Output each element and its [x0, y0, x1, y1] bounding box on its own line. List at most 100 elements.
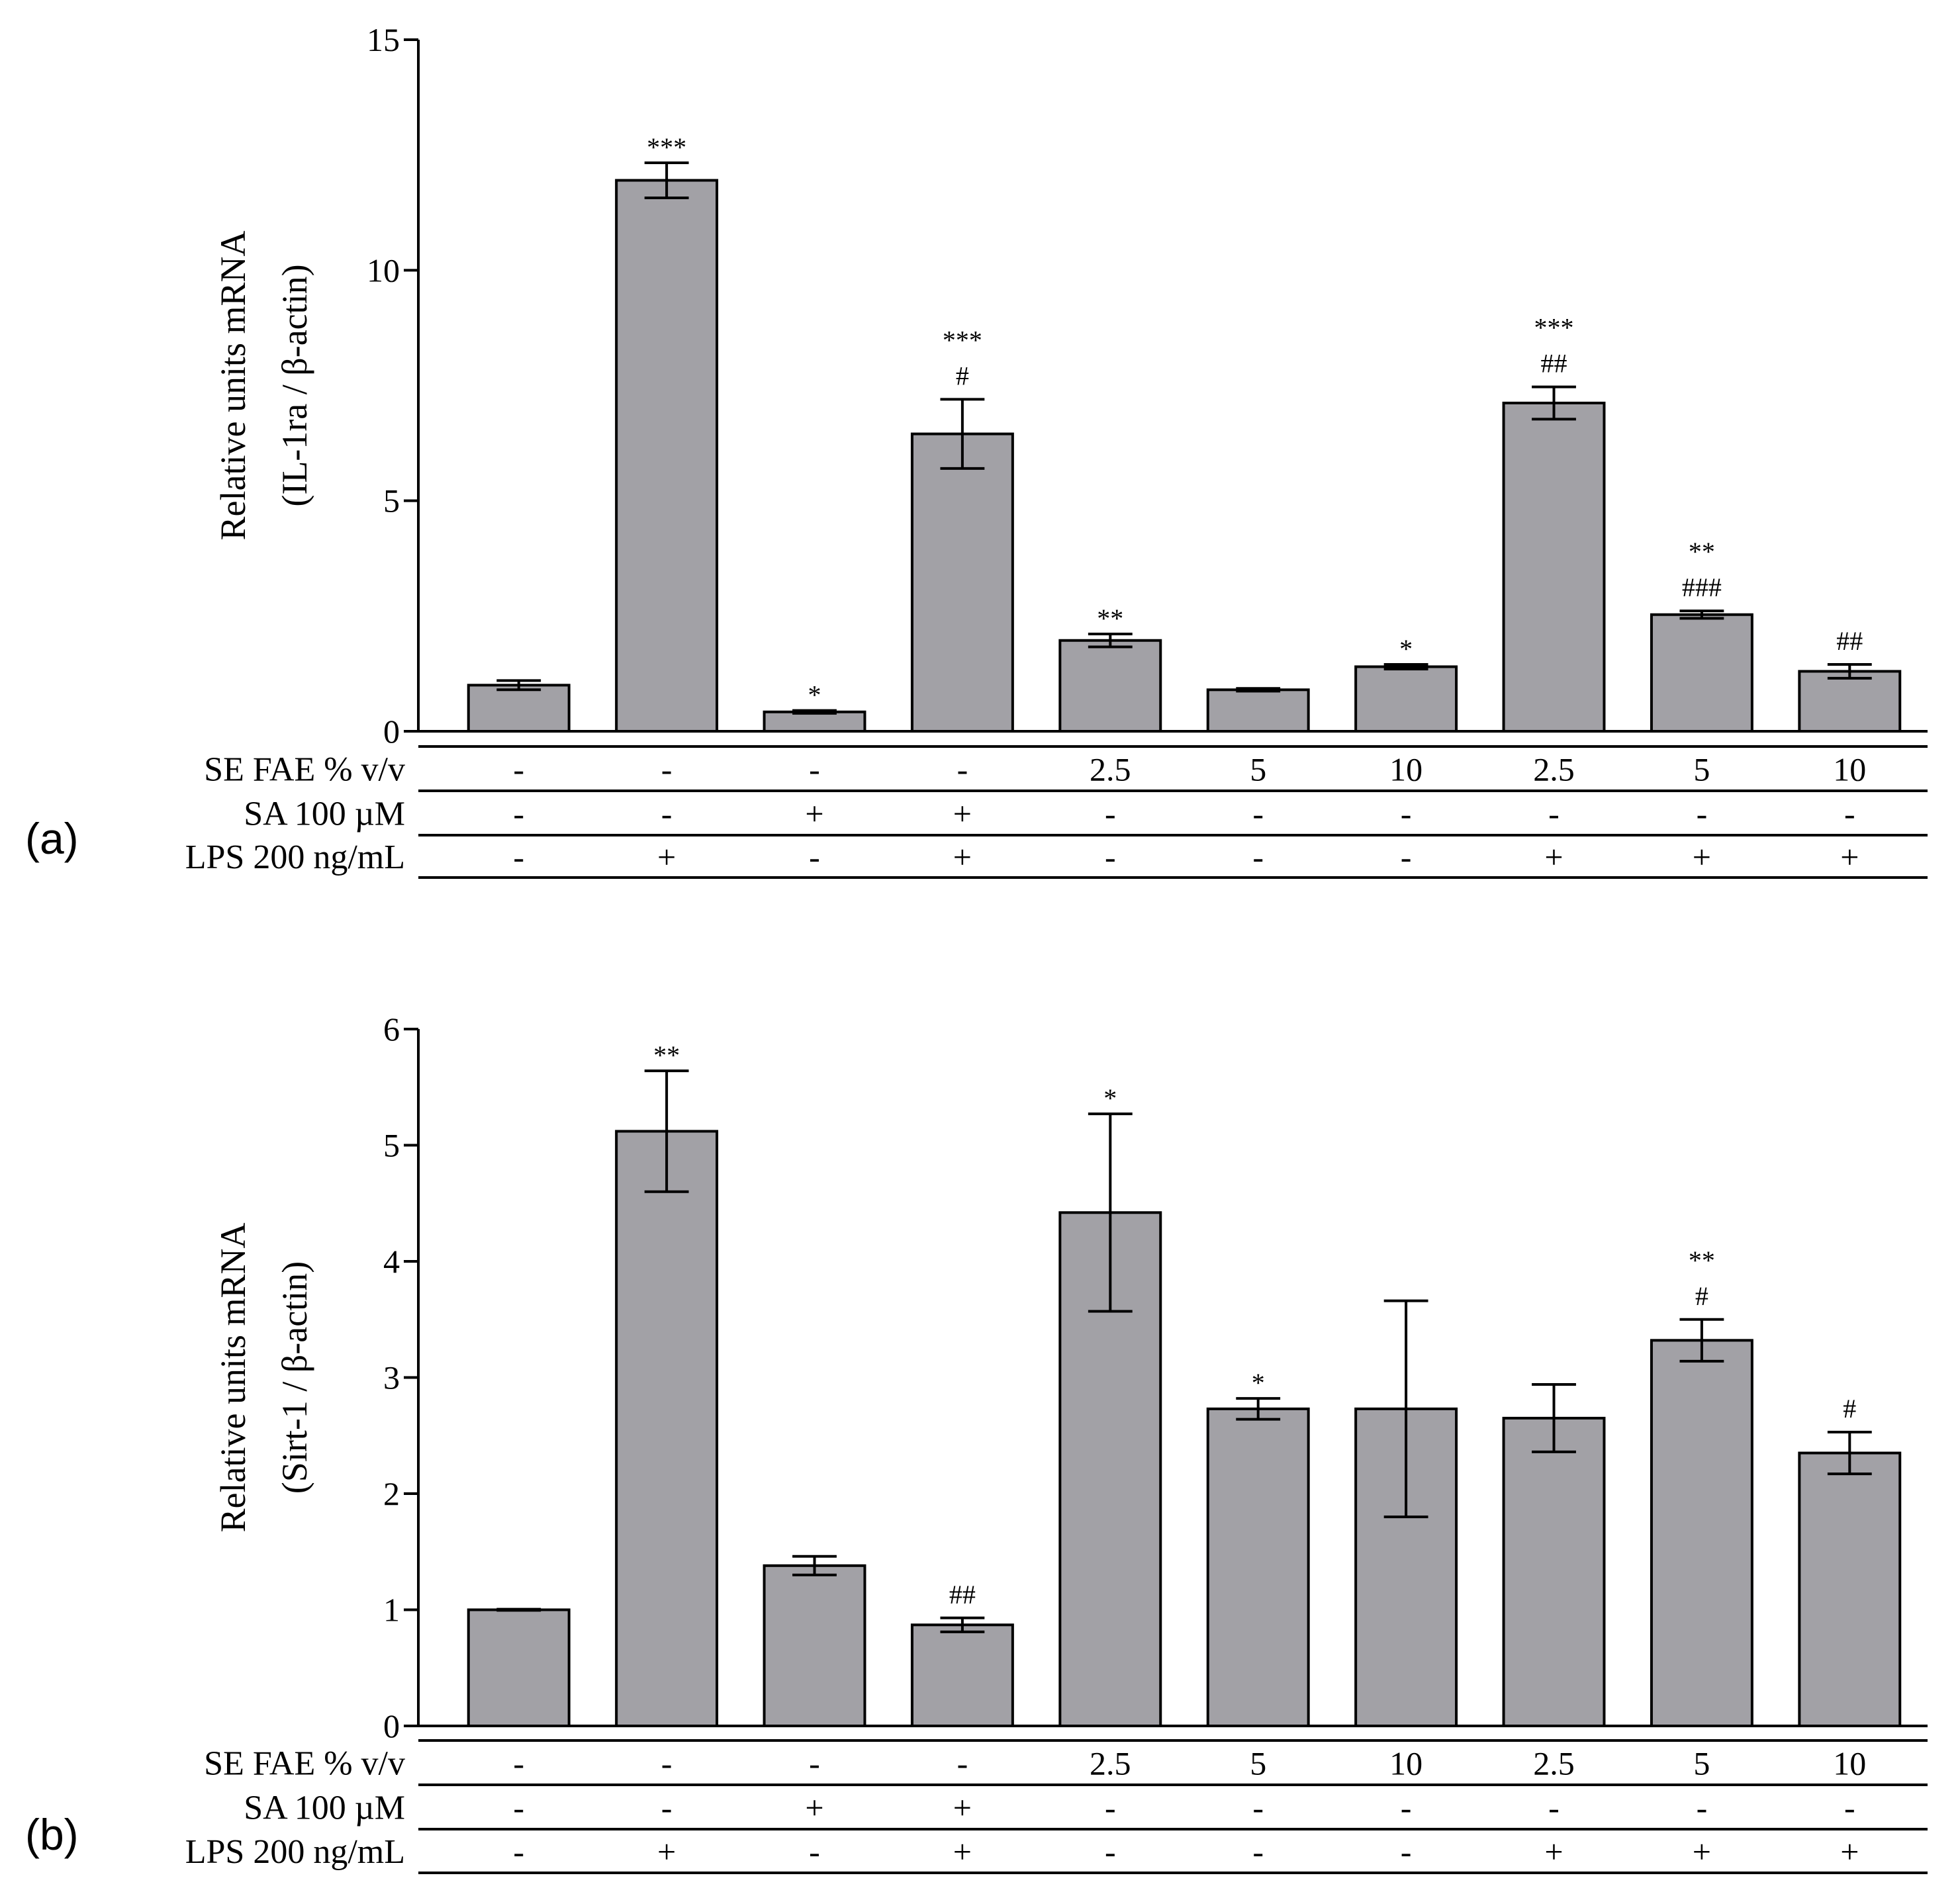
- significance-vs-lps: ##: [949, 1580, 976, 1609]
- bar: [1206, 1407, 1310, 1727]
- y-tick-label: 4: [383, 1243, 400, 1280]
- y-axis-label-line-2: (IL-1ra / β-actin): [275, 264, 314, 506]
- condition-cell: -: [513, 1789, 524, 1827]
- condition-cell: +: [1693, 1833, 1711, 1870]
- condition-cell: 10: [1389, 1745, 1423, 1782]
- condition-cell: +: [953, 1833, 972, 1870]
- bar: [910, 432, 1014, 733]
- condition-cell: 10: [1833, 751, 1866, 788]
- condition-cell: -: [1401, 1789, 1412, 1827]
- y-axis-label-line-1: Relative units mRNA: [213, 231, 253, 541]
- y-tick-label: 15: [367, 21, 400, 58]
- condition-cell: -: [1401, 838, 1412, 876]
- significance-vs-control: **: [1689, 1245, 1715, 1275]
- significance-vs-control: *: [808, 680, 821, 710]
- y-tick-label: 0: [383, 1707, 400, 1744]
- bar: [1502, 401, 1606, 733]
- significance-vs-control: ***: [943, 325, 982, 355]
- condition-cell: 10: [1833, 1745, 1866, 1782]
- condition-cell: -: [1252, 838, 1264, 876]
- condition-cell: -: [513, 1745, 524, 1782]
- y-tick-label: 3: [383, 1359, 400, 1396]
- condition-cell: 2.5: [1090, 1745, 1131, 1782]
- bar: [1354, 665, 1458, 733]
- condition-cell: +: [1840, 838, 1859, 876]
- condition-cell: -: [1697, 795, 1708, 833]
- significance-vs-lps: ###: [1682, 572, 1722, 602]
- condition-cell: 10: [1389, 751, 1423, 788]
- bar: [1798, 670, 1902, 733]
- condition-cell: -: [1105, 1789, 1116, 1827]
- condition-cell: -: [661, 1789, 673, 1827]
- bar: [1650, 613, 1753, 733]
- condition-cell: -: [809, 751, 820, 788]
- significance-vs-lps: #: [1695, 1281, 1708, 1311]
- condition-cell: -: [1401, 1833, 1412, 1870]
- bar: [763, 1564, 866, 1728]
- significance-vs-control: *: [1399, 634, 1413, 664]
- significance-vs-control: **: [1689, 537, 1715, 566]
- condition-cell: -: [1252, 1789, 1264, 1827]
- condition-cell: -: [513, 838, 524, 876]
- condition-row-label: SE FAE % v/v: [204, 1745, 405, 1783]
- condition-row-label: SA 100 µM: [244, 1789, 405, 1827]
- bar: [1058, 639, 1162, 733]
- condition-cell: -: [661, 751, 673, 788]
- condition-cell: -: [1401, 795, 1412, 833]
- significance-vs-control: *: [1252, 1368, 1265, 1398]
- significance-vs-lps: ##: [1836, 626, 1863, 656]
- condition-cell: -: [1252, 795, 1264, 833]
- panel-a-chart: 0 5 10 15 Relative units mRNA (IL-1ra / β-act…: [25, 21, 1928, 879]
- bar: [763, 710, 866, 733]
- condition-cell: 5: [1693, 751, 1710, 788]
- bar: [1206, 688, 1310, 733]
- condition-row-label: SA 100 µM: [244, 795, 405, 833]
- condition-row-label: LPS 200 ng/mL: [185, 1833, 405, 1871]
- condition-cell: +: [657, 838, 676, 876]
- condition-cell: 5: [1250, 751, 1266, 788]
- y-axis-label-line-1: Relative units mRNA: [213, 1223, 253, 1533]
- condition-cell: +: [1544, 1833, 1563, 1870]
- condition-cell: +: [1840, 1833, 1859, 1870]
- condition-cell: -: [1844, 1789, 1855, 1827]
- significance-vs-control: ***: [647, 132, 686, 162]
- y-tick-label: 5: [383, 482, 400, 519]
- condition-cell: +: [1544, 838, 1563, 876]
- condition-cell: -: [513, 795, 524, 833]
- bar: [615, 1130, 719, 1727]
- condition-cell: -: [1105, 795, 1116, 833]
- condition-row-label: LPS 200 ng/mL: [185, 838, 405, 876]
- panel-label: (a): [25, 814, 79, 863]
- significance-vs-control: *: [1103, 1083, 1117, 1113]
- condition-cell: -: [809, 838, 820, 876]
- condition-cell: +: [953, 795, 972, 833]
- condition-cell: 2.5: [1090, 751, 1131, 788]
- significance-vs-lps: ##: [1541, 349, 1567, 379]
- condition-cell: -: [1548, 795, 1560, 833]
- condition-cell: -: [1697, 1789, 1708, 1827]
- condition-cell: +: [1693, 838, 1711, 876]
- significance-vs-lps: #: [956, 361, 969, 390]
- condition-cell: -: [1105, 1833, 1116, 1870]
- y-tick-label: 0: [383, 713, 400, 750]
- condition-cell: 5: [1693, 1745, 1710, 1782]
- y-tick-label: 1: [383, 1592, 400, 1629]
- bar: [467, 684, 571, 733]
- y-tick-label: 6: [383, 1011, 400, 1048]
- bar: [910, 1623, 1014, 1727]
- y-tick-label: 5: [383, 1127, 400, 1164]
- condition-cell: -: [661, 1745, 673, 1782]
- condition-cell: -: [1105, 838, 1116, 876]
- panel-b-chart: 0 1 2 3 4 5 6 Relative units mRNA (Sirt-1 / β-ac…: [25, 1011, 1928, 1874]
- condition-cell: -: [957, 751, 968, 788]
- condition-cell: -: [513, 1833, 524, 1870]
- significance-vs-control: **: [653, 1040, 680, 1070]
- condition-cell: -: [1548, 1789, 1560, 1827]
- condition-cell: -: [1844, 795, 1855, 833]
- condition-cell: +: [805, 1789, 823, 1827]
- condition-cell: +: [657, 1833, 676, 1870]
- significance-vs-control: ***: [1534, 313, 1574, 343]
- y-axis-label-line-2: (Sirt-1 / β-actin): [275, 1261, 314, 1494]
- condition-row-label: SE FAE % v/v: [204, 751, 405, 789]
